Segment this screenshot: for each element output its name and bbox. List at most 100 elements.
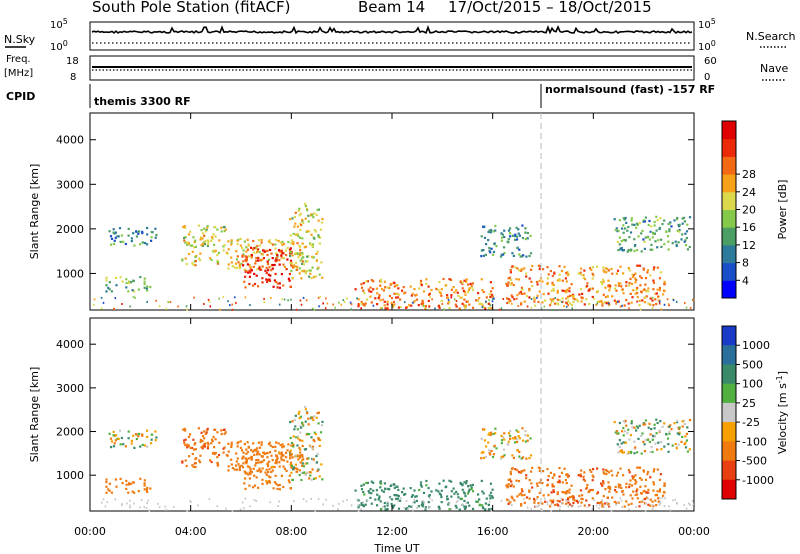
data-cell xyxy=(234,262,238,265)
data-cell xyxy=(276,457,279,460)
data-cell xyxy=(298,410,301,413)
data-cell xyxy=(107,488,110,491)
data-cell xyxy=(566,297,570,300)
data-cell xyxy=(619,449,622,453)
data-cell xyxy=(299,451,302,454)
data-cell xyxy=(633,440,636,443)
data-cell xyxy=(565,482,568,485)
data-cell xyxy=(287,299,289,302)
y-tick-label: 1000 xyxy=(56,469,84,482)
data-cell xyxy=(487,302,490,305)
data-cell xyxy=(390,502,393,506)
data-cell xyxy=(610,267,613,270)
data-cell xyxy=(286,258,289,261)
data-cell xyxy=(210,239,213,242)
data-cell xyxy=(517,435,520,438)
data-cell xyxy=(507,277,510,280)
data-cell xyxy=(194,264,197,267)
data-cell xyxy=(643,247,646,250)
data-cell xyxy=(644,478,648,481)
data-cell xyxy=(615,302,617,305)
data-cell xyxy=(127,290,130,293)
data-cell xyxy=(606,268,609,271)
data-cell xyxy=(454,504,457,507)
data-cell xyxy=(269,242,272,245)
data-cell xyxy=(203,227,206,230)
data-cell xyxy=(272,487,275,490)
data-cell xyxy=(260,441,263,444)
data-cell xyxy=(392,281,395,284)
data-cell xyxy=(642,268,645,271)
data-cell xyxy=(268,481,272,484)
colorbar-swatch xyxy=(722,383,736,404)
data-cell xyxy=(313,431,316,434)
data-cell xyxy=(641,432,644,435)
data-cell xyxy=(462,289,465,293)
data-cell xyxy=(313,237,316,240)
data-cell xyxy=(390,282,393,285)
data-cell xyxy=(531,264,534,268)
colorbar-tick-label: 4 xyxy=(742,274,749,287)
data-cell xyxy=(692,298,695,301)
data-cell xyxy=(268,258,271,261)
data-cell xyxy=(644,438,647,442)
data-cell xyxy=(290,466,293,469)
data-cell xyxy=(265,452,268,455)
data-cell xyxy=(378,497,381,500)
data-cell xyxy=(550,510,552,513)
data-cell xyxy=(483,236,487,239)
data-cell xyxy=(609,486,612,489)
data-cell xyxy=(129,504,131,507)
data-cell xyxy=(201,435,205,438)
data-cell xyxy=(319,431,323,434)
data-cell xyxy=(448,278,451,281)
data-cell xyxy=(552,490,555,493)
data-cell xyxy=(184,226,187,229)
data-cell xyxy=(278,488,281,491)
data-cell xyxy=(155,299,157,302)
data-cell xyxy=(678,228,681,232)
data-cell xyxy=(492,230,495,233)
data-cell xyxy=(231,510,234,512)
data-cell xyxy=(621,288,624,291)
data-cell xyxy=(118,227,122,230)
data-cell xyxy=(648,219,651,223)
data-cell xyxy=(198,461,202,464)
data-cell xyxy=(253,449,256,452)
data-cell xyxy=(604,286,607,289)
data-cell xyxy=(485,497,488,500)
data-cell xyxy=(199,252,202,255)
data-cell xyxy=(517,480,521,483)
data-cell xyxy=(276,487,279,490)
data-cell xyxy=(105,485,108,488)
data-cell xyxy=(565,498,567,501)
colorbar-tick-label: -1000 xyxy=(742,474,774,487)
data-cell xyxy=(199,438,203,441)
data-cell xyxy=(282,485,285,489)
data-cell xyxy=(146,243,149,246)
data-cell xyxy=(601,505,604,508)
data-cell xyxy=(617,451,620,454)
data-cell xyxy=(498,308,501,311)
data-cell xyxy=(227,465,230,468)
data-cell xyxy=(520,303,523,306)
data-cell xyxy=(633,249,636,253)
data-cell xyxy=(454,298,456,301)
data-cell xyxy=(611,496,614,499)
data-cell xyxy=(507,440,510,443)
data-cell xyxy=(605,472,608,476)
data-cell xyxy=(395,284,398,287)
data-cell xyxy=(177,305,179,308)
data-cell xyxy=(267,263,270,266)
data-cell xyxy=(561,498,564,501)
data-cell xyxy=(455,300,458,302)
data-cell xyxy=(578,494,581,497)
data-cell xyxy=(481,451,484,454)
data-cell xyxy=(658,478,661,481)
data-cell xyxy=(292,232,295,235)
data-cell xyxy=(618,219,621,222)
data-cell xyxy=(488,432,491,435)
x-tick-label: 20:00 xyxy=(577,525,609,538)
data-cell xyxy=(317,436,320,440)
